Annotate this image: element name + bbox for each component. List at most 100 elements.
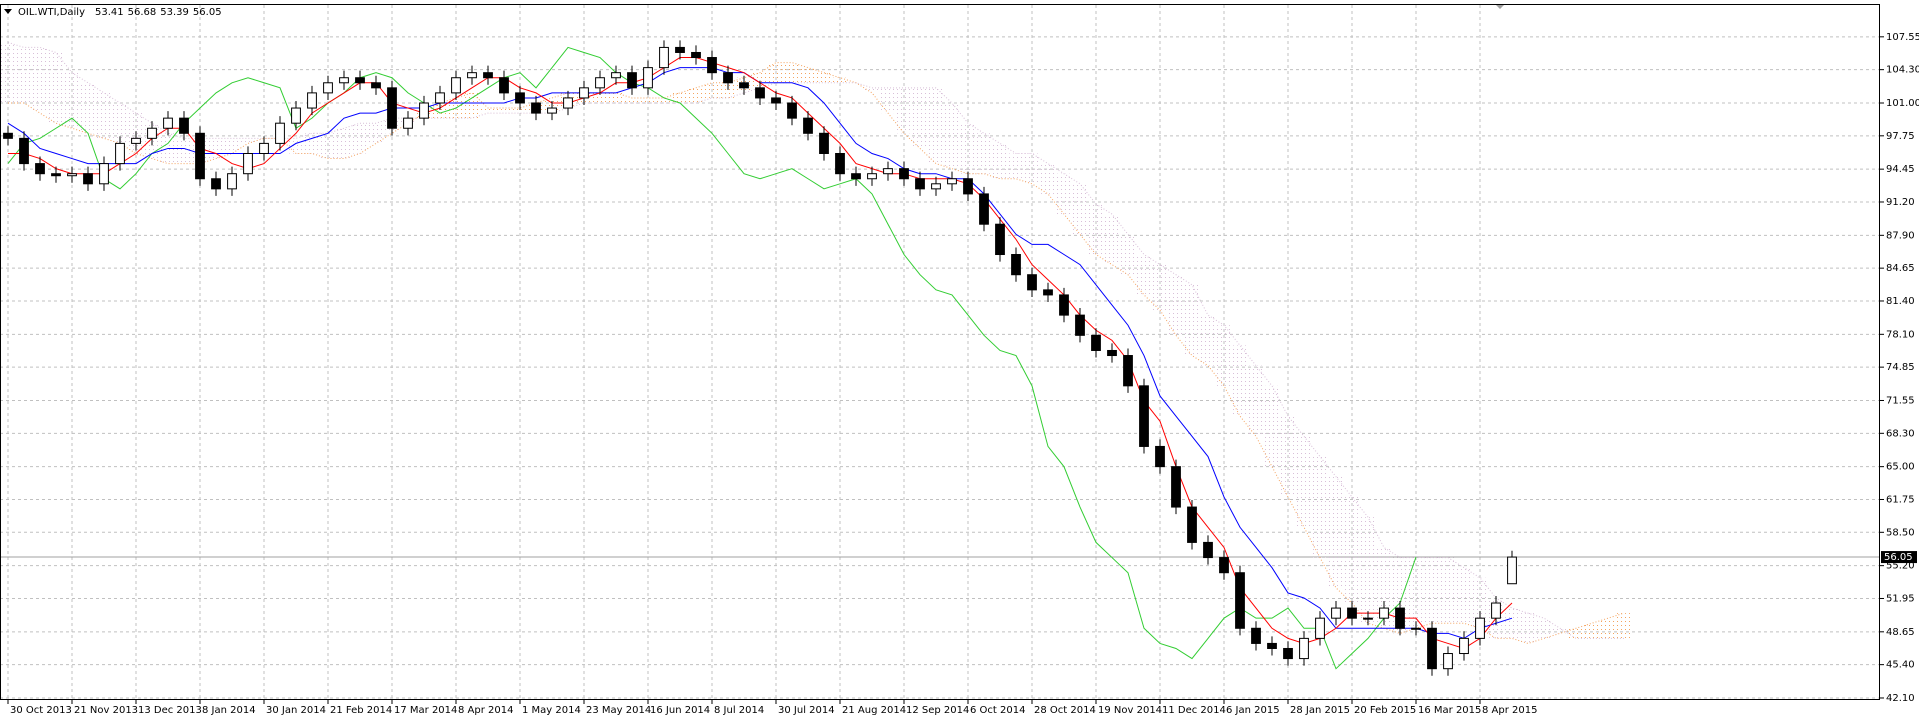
cloud-slice (32, 47, 48, 114)
candle-body (1507, 556, 1517, 585)
cloud-slice (1440, 557, 1456, 624)
cloud-slice (1088, 204, 1104, 255)
cloud-slice (0, 42, 16, 103)
candle-body (1155, 445, 1165, 468)
candle-body (739, 82, 749, 89)
cloud-slice (112, 102, 128, 144)
cloud (0, 42, 1632, 644)
candle-body (1235, 572, 1245, 629)
candle-body (979, 193, 989, 225)
cloud-slice (1072, 183, 1088, 235)
x-tick-label: 12 Sep 2014 (906, 705, 969, 716)
candle-body (227, 173, 237, 190)
candle-body (19, 137, 29, 165)
y-tick-label: 74.85 (1886, 362, 1915, 373)
candle-body (899, 168, 909, 180)
cloud-slice (352, 123, 368, 154)
candle-body (1075, 314, 1085, 336)
cloud-slice (1536, 618, 1552, 639)
candle-body (259, 142, 269, 154)
candle-body (179, 117, 189, 134)
candle-body (1331, 607, 1341, 619)
candle-body (147, 127, 157, 139)
x-tick-label: 1 May 2014 (522, 705, 581, 716)
candle-body (99, 163, 109, 185)
x-tick-label: 19 Nov 2014 (1098, 705, 1162, 716)
candle-body (675, 46, 685, 53)
y-tick-label: 71.55 (1886, 395, 1915, 406)
x-tick-label: 16 Jun 2014 (650, 705, 710, 716)
cloud-slice (368, 123, 384, 144)
x-tick-label: 30 Jan 2014 (266, 705, 326, 716)
cloud-slice (1424, 557, 1440, 624)
cloud-slice (1584, 623, 1600, 639)
axes: 107.55 104.30 101.00 97.75 94.45 91.20 87.90 84… (7, 32, 1919, 716)
candle-body (1347, 607, 1357, 619)
y-tick-label: 81.40 (1886, 296, 1915, 307)
candle-body (595, 77, 605, 89)
candle-body (339, 77, 349, 84)
symbol-menu-icon[interactable] (4, 9, 12, 14)
cloud-slice (208, 138, 224, 159)
cloud-slice (816, 72, 832, 83)
y-tick-label: 65.00 (1886, 462, 1915, 473)
candle-body (771, 97, 781, 104)
cloud-slice (1024, 153, 1040, 184)
candle-body (1315, 617, 1325, 639)
candle-body (115, 142, 125, 165)
cloud-slice (1184, 284, 1200, 356)
cloud-slice (16, 47, 32, 103)
candle-body (403, 117, 413, 129)
candle-body (291, 107, 301, 124)
x-tick-label: 6 Oct 2014 (970, 705, 1025, 716)
candle-body (627, 72, 637, 89)
cloud-slice (1328, 476, 1344, 588)
candle-body (1011, 254, 1021, 276)
cloud-slice (608, 92, 624, 103)
candle-body (755, 87, 765, 99)
candle-body (883, 168, 893, 175)
candle-body (1059, 294, 1069, 316)
candle-body (579, 87, 589, 99)
cloud-slice (48, 52, 64, 124)
candle-body (1283, 647, 1293, 660)
cloud-slice (1216, 325, 1232, 386)
x-tick-label: 8 Jul 2014 (714, 705, 764, 716)
cloud-slice (784, 62, 800, 83)
x-tick-label: 30 Oct 2013 (10, 705, 72, 716)
cloud-slice (832, 77, 848, 83)
y-tick-label: 104.30 (1886, 65, 1919, 76)
cloud-slice (1504, 608, 1520, 639)
cloud-slice (320, 133, 336, 159)
cloud-slice (1360, 517, 1376, 624)
cloud-slice (336, 128, 352, 159)
candle-body (611, 72, 621, 79)
candle-body (947, 178, 957, 185)
y-tick-label: 45.40 (1886, 660, 1915, 671)
candle-body (835, 152, 845, 175)
cloud-slice (976, 133, 992, 174)
x-tick-label: 30 Jul 2014 (778, 705, 835, 716)
cloud-slice (1520, 613, 1536, 644)
candle-body (995, 223, 1005, 256)
last-close: 56.05 (193, 7, 222, 18)
cloud-slice (64, 72, 80, 129)
cloud-slice (1600, 618, 1616, 639)
chart-title: OIL.WTI,Daily (18, 7, 85, 18)
chart-shift-marker (1496, 5, 1504, 9)
cloud-slice (1104, 214, 1120, 265)
candle-body (323, 82, 333, 94)
x-tick-label: 21 Nov 2013 (74, 705, 138, 716)
candle-body (483, 72, 493, 79)
y-tick-label: 84.65 (1886, 263, 1915, 274)
x-tick-label: 28 Jan 2015 (1290, 705, 1350, 716)
y-tick-label: 97.75 (1886, 131, 1915, 142)
cloud-slice (1248, 365, 1264, 437)
cloud-slice (480, 108, 496, 114)
cloud-slice (896, 87, 912, 134)
candle-body (371, 82, 381, 89)
candle-body (355, 77, 365, 84)
cloud-slice (880, 87, 896, 114)
